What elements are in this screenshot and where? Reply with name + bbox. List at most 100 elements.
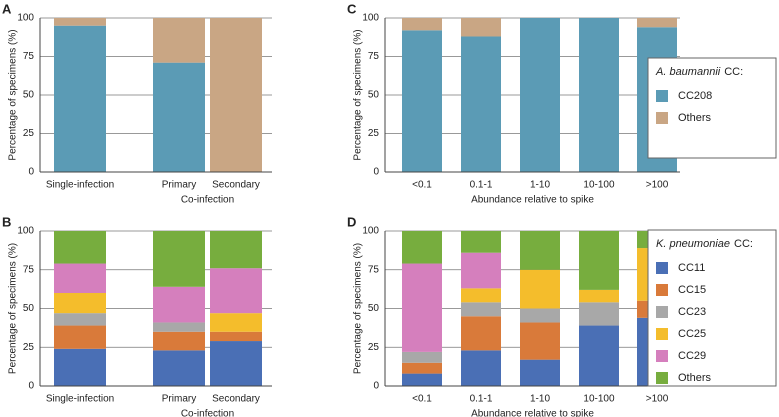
y-tick-label: 25 — [23, 128, 35, 139]
y-tick-label: 100 — [17, 226, 34, 237]
legend-label: CC11 — [678, 262, 705, 274]
legend-title: K. pneumoniae CC: — [656, 238, 753, 250]
legend-species: K. pneumoniae — [656, 238, 730, 250]
bar-segment — [579, 289, 619, 303]
bar-segment — [461, 316, 501, 351]
legend-label: CC29 — [678, 350, 706, 362]
bar-segment — [210, 18, 262, 172]
legend-swatch — [656, 328, 668, 340]
x-tick-label: 1-10 — [530, 394, 550, 405]
bar-segment — [210, 268, 262, 314]
bar-segment — [402, 231, 442, 264]
bar-segment — [520, 18, 560, 172]
bar-segment — [153, 231, 205, 287]
y-tick-label: 0 — [28, 381, 34, 392]
legend-swatch — [656, 284, 668, 296]
bar-segment — [210, 341, 262, 386]
y-tick-label: 0 — [373, 167, 379, 178]
bar-segment — [520, 269, 560, 309]
legend-swatch — [656, 350, 668, 362]
x-group-label: Co-infection — [181, 409, 234, 417]
x-tick-label: Primary — [162, 394, 196, 405]
bar-segment — [54, 18, 106, 26]
bar-segment — [579, 302, 619, 326]
legend-box — [647, 229, 777, 387]
bar-segment — [520, 359, 560, 386]
bar-segment — [461, 18, 501, 37]
bar-segment — [520, 308, 560, 323]
x-tick-label: Secondary — [212, 180, 260, 191]
bar-segment — [637, 18, 677, 28]
bar-segment — [54, 348, 106, 386]
y-tick-label: 75 — [23, 264, 35, 275]
bar-segment — [54, 325, 106, 349]
bar-segment — [520, 322, 560, 360]
bar-segment — [579, 231, 619, 290]
x-tick-label: 10-100 — [583, 394, 615, 405]
x-tick-label: 10-100 — [583, 180, 615, 191]
legend-label: CC208 — [678, 90, 712, 102]
legend-suffix: CC: — [724, 66, 743, 78]
bar-segment — [579, 18, 619, 172]
legend-swatch — [656, 90, 668, 102]
panel-label: C — [347, 1, 357, 16]
y-tick-label: 0 — [28, 167, 34, 178]
bar-segment — [54, 231, 106, 264]
bar-segment — [153, 350, 205, 386]
bar-segment — [461, 302, 501, 317]
bar-segment — [153, 331, 205, 351]
bar-segment — [461, 252, 501, 289]
bar-segment — [54, 25, 106, 173]
bar-segment — [461, 288, 501, 303]
bar-segment — [461, 350, 501, 386]
bar-segment — [579, 325, 619, 386]
legend-swatch — [656, 112, 668, 124]
x-axis-label: Abundance relative to spike — [471, 409, 594, 417]
x-tick-label: <0.1 — [412, 394, 432, 405]
y-tick-label: 50 — [23, 303, 35, 314]
y-axis-label: Percentage of specimens (%) — [8, 243, 19, 374]
y-tick-label: 0 — [373, 381, 379, 392]
x-tick-label: Primary — [162, 180, 196, 191]
y-tick-label: 100 — [17, 13, 34, 24]
y-tick-label: 50 — [368, 303, 380, 314]
y-tick-label: 50 — [23, 90, 35, 101]
panel-label: D — [347, 214, 356, 229]
legend-species: A. baumannii — [655, 66, 721, 78]
legend-box — [647, 57, 777, 159]
x-tick-label: 1-10 — [530, 180, 550, 191]
bar-segment — [54, 263, 106, 293]
bar-segment — [153, 286, 205, 323]
bar-segment — [461, 231, 501, 253]
bar-segment — [153, 18, 205, 63]
legend-label: CC15 — [678, 284, 706, 296]
bar-segment — [402, 351, 442, 363]
y-axis-label: Percentage of specimens (%) — [353, 29, 364, 160]
y-tick-label: 25 — [23, 342, 35, 353]
bar-segment — [402, 373, 442, 386]
x-group-label: Co-infection — [181, 195, 234, 206]
bar-segment — [210, 331, 262, 342]
y-tick-label: 100 — [362, 13, 379, 24]
bar-segment — [210, 231, 262, 269]
y-tick-label: 75 — [368, 51, 380, 62]
y-tick-label: 25 — [368, 128, 380, 139]
legend-label: CC23 — [678, 306, 706, 318]
legend-suffix: CC: — [734, 238, 753, 250]
x-tick-label: <0.1 — [412, 180, 432, 191]
y-tick-label: 25 — [368, 342, 380, 353]
legend-label: Others — [678, 372, 712, 384]
bar-segment — [153, 322, 205, 332]
bar-segment — [54, 313, 106, 326]
legend-swatch — [656, 306, 668, 318]
bar-segment — [402, 30, 442, 172]
x-tick-label: Single-infection — [46, 180, 114, 191]
y-tick-label: 50 — [368, 90, 380, 101]
bar-segment — [402, 18, 442, 31]
bar-segment — [210, 313, 262, 332]
y-tick-label: 75 — [368, 264, 380, 275]
bar-segment — [461, 36, 501, 173]
x-tick-label: >100 — [646, 180, 669, 191]
x-tick-label: 0.1-1 — [470, 394, 493, 405]
